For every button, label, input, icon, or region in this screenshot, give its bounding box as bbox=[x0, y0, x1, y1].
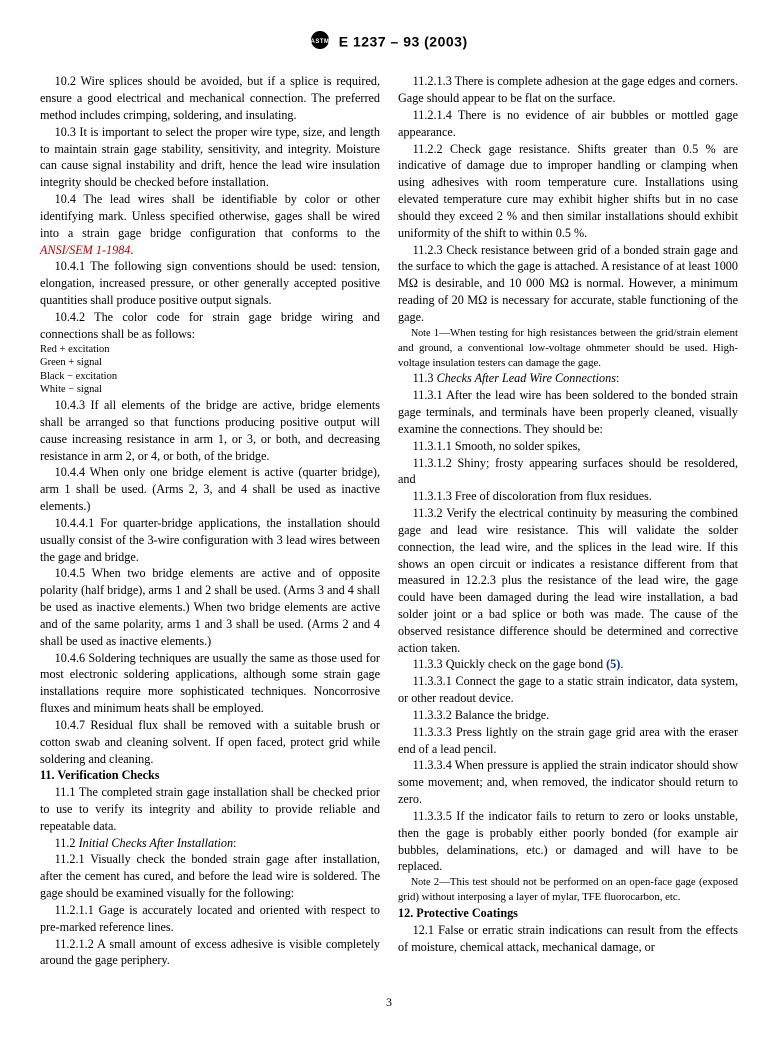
section-11: 11. Verification Checks bbox=[40, 767, 380, 784]
para-10-4-3: 10.4.3 If all elements of the bridge are… bbox=[40, 397, 380, 464]
para-10-4: 10.4 The lead wires shall be identifiabl… bbox=[40, 191, 380, 258]
para-11-3-3-3: 11.3.3.3 Press lightly on the strain gag… bbox=[398, 724, 738, 758]
para-11-3-1: 11.3.1 After the lead wire has been sold… bbox=[398, 387, 738, 437]
section-12: 12. Protective Coatings bbox=[398, 905, 738, 922]
ansi-ref: ANSI/SEM 1-1984 bbox=[40, 243, 130, 257]
para-11-3-3-1: 11.3.3.1 Connect the gage to a static st… bbox=[398, 673, 738, 707]
para-11-3-3-2: 11.3.3.2 Balance the bridge. bbox=[398, 707, 738, 724]
para-10-4-1: 10.4.1 The following sign conventions sh… bbox=[40, 258, 380, 308]
para-10-4-5: 10.4.5 When two bridge elements are acti… bbox=[40, 565, 380, 649]
body-columns: 10.2 Wire splices should be avoided, but… bbox=[40, 73, 738, 969]
note-1: Note 1—When testing for high resistances… bbox=[398, 326, 738, 371]
color-code-white: White − signal bbox=[40, 383, 380, 397]
astm-logo: ASTM bbox=[310, 30, 330, 55]
color-code-black: Black − excitation bbox=[40, 370, 380, 384]
para-11-1: 11.1 The completed strain gage installat… bbox=[40, 784, 380, 834]
para-12-1: 12.1 False or erratic strain indications… bbox=[398, 922, 738, 956]
para-11-3-heading: 11.3 Checks After Lead Wire Connections: bbox=[398, 370, 738, 387]
para-11-2-3: 11.2.3 Check resistance between grid of … bbox=[398, 242, 738, 326]
document-header: ASTM E 1237 – 93 (2003) bbox=[40, 30, 738, 55]
para-10-4-4-1: 10.4.4.1 For quarter-bridge applications… bbox=[40, 515, 380, 565]
color-code-green: Green + signal bbox=[40, 356, 380, 370]
page-number: 3 bbox=[40, 994, 738, 1011]
note-2: Note 2—This test should not be performed… bbox=[398, 875, 738, 905]
para-11-3-1-2: 11.3.1.2 Shiny; frosty appearing surface… bbox=[398, 455, 738, 489]
svg-text:ASTM: ASTM bbox=[311, 39, 330, 45]
para-11-3-3-4: 11.3.3.4 When pressure is applied the st… bbox=[398, 757, 738, 807]
para-10-3: 10.3 It is important to select the prope… bbox=[40, 124, 380, 191]
para-11-3-3-5: 11.3.3.5 If the indicator fails to retur… bbox=[398, 808, 738, 875]
para-10-4-2: 10.4.2 The color code for strain gage br… bbox=[40, 309, 380, 343]
para-10-2: 10.2 Wire splices should be avoided, but… bbox=[40, 73, 380, 123]
para-11-2-1-2: 11.2.1.2 A small amount of excess adhesi… bbox=[40, 936, 380, 970]
designation: E 1237 – 93 (2003) bbox=[339, 33, 468, 49]
para-11-2-1-4: 11.2.1.4 There is no evidence of air bub… bbox=[398, 107, 738, 141]
para-10-4-7: 10.4.7 Residual flux shall be removed wi… bbox=[40, 717, 380, 767]
color-code-red: Red + excitation bbox=[40, 343, 380, 357]
ref-5: (5) bbox=[606, 657, 620, 671]
para-11-3-3: 11.3.3 Quickly check on the gage bond (5… bbox=[398, 656, 738, 673]
para-10-4-6: 10.4.6 Soldering techniques are usually … bbox=[40, 650, 380, 717]
para-11-3-1-1: 11.3.1.1 Smooth, no solder spikes, bbox=[398, 438, 738, 455]
para-11-2-heading: 11.2 Initial Checks After Installation: bbox=[40, 835, 380, 852]
para-11-2-1-1: 11.2.1.1 Gage is accurately located and … bbox=[40, 902, 380, 936]
para-11-2-1-3: 11.2.1.3 There is complete adhesion at t… bbox=[398, 73, 738, 107]
para-10-4-4: 10.4.4 When only one bridge element is a… bbox=[40, 464, 380, 514]
para-11-3-1-3: 11.3.1.3 Free of discoloration from flux… bbox=[398, 488, 738, 505]
para-11-2-2: 11.2.2 Check gage resistance. Shifts gre… bbox=[398, 141, 738, 242]
para-11-2-1: 11.2.1 Visually check the bonded strain … bbox=[40, 851, 380, 901]
para-11-3-2: 11.3.2 Verify the electrical continuity … bbox=[398, 505, 738, 656]
